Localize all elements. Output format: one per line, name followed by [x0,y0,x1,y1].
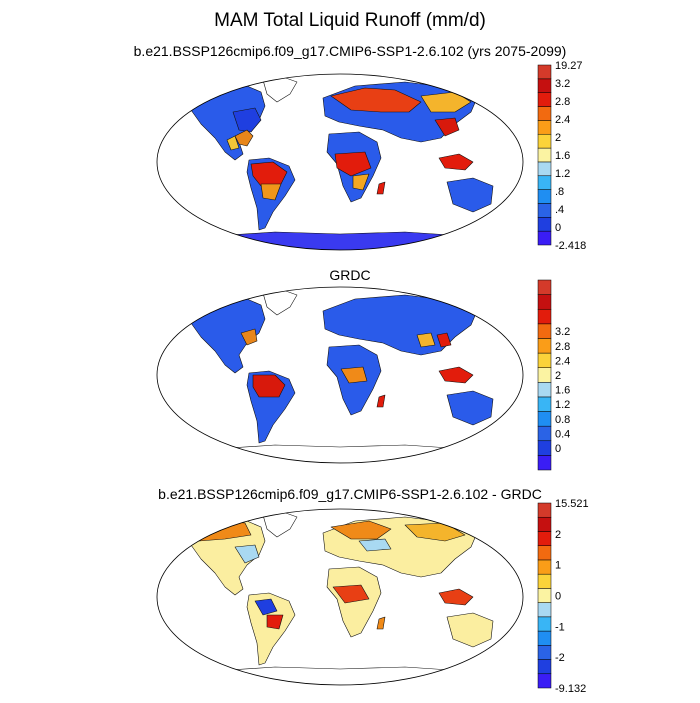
figure-title: MAM Total Liquid Runoff (mm/d) [214,10,486,31]
colorbar-box [537,367,552,383]
colorbar-box [537,573,552,589]
colorbar-tick-label: 1.2 [555,168,570,180]
colorbar-grdc: 0 0.4 0.8 1.2 1.6 2 2.4 2.8 3.2 [537,279,570,471]
colorbar-tick-label: 3.2 [555,326,570,338]
panel-title-model: b.e21.BSSP126cmip6.f09_g17.CMIP6-SSP1-2.… [133,43,567,59]
colorbar-box [537,78,552,93]
colorbar-box [537,396,552,412]
colorbar-box [537,203,552,218]
colorbar-box [537,92,552,107]
colorbar-box [537,411,552,427]
colorbar-box [537,308,552,325]
colorbar-box [537,516,552,532]
colorbar-box [537,616,552,632]
colorbar-box [537,147,552,163]
colorbar-box [537,602,552,618]
colorbar-tick-label: 15.521 [555,498,589,510]
colorbar-tick-label: 3.2 [555,78,570,90]
colorbar-box [537,502,552,518]
colorbar-tick-label: 0 [555,591,561,603]
panel-title-difference: b.e21.BSSP126cmip6.f09_g17.CMIP6-SSP1-2.… [158,486,542,502]
colorbar-box [537,440,552,456]
colorbar-tick-label: -1 [555,621,565,633]
colorbar-box [537,279,552,295]
colorbar-tick-label: 0 [555,222,561,234]
colorbar-box [537,294,552,310]
colorbar-tick-label: 19.27 [555,60,583,72]
colorbar-tick-label: 1 [555,560,561,572]
colorbar-box [537,106,552,121]
colorbar-box [537,64,552,80]
colorbar-box [537,338,552,354]
colorbar-box [537,323,552,339]
colorbar-box [537,120,552,135]
colorbar-box [537,588,552,603]
colorbar-box [537,645,552,660]
colorbar-tick-label: 1.6 [555,150,570,162]
colorbar-tick-label: -2 [555,652,565,664]
colorbar-box [537,230,552,246]
colorbar-tick-label: .8 [555,186,564,198]
panel-title-grdc: GRDC [329,267,371,283]
colorbar-tick-label: -2.418 [555,240,586,252]
colorbar-box [537,425,552,442]
colorbar-box [537,545,552,561]
colorbar-difference: -9.132 -2 -1 0 1 2 15.521 [537,498,589,695]
colorbar-box [537,673,552,689]
colorbar-tick-label: .4 [555,204,564,216]
colorbar-tick-label: 2 [555,132,561,144]
colorbar-box [537,382,552,398]
colorbar-box [537,455,552,471]
colorbar-box [537,352,552,368]
colorbar-box [537,217,552,232]
map-grdc-runoff [156,286,524,464]
map-model-runoff [156,73,524,251]
colorbar-tick-label: 1.2 [555,399,570,411]
colorbar-box [537,630,552,646]
colorbar-tick-label: 2.4 [555,114,570,126]
colorbar-box [537,659,552,675]
colorbar-box [537,531,552,546]
colorbar-box [537,133,552,149]
colorbar-tick-label: 2 [555,370,561,382]
colorbar-box [537,189,552,204]
colorbar-box [537,559,552,575]
colorbar-box [537,175,552,190]
colorbar-tick-label: 0.4 [555,428,570,440]
colorbar-box [537,161,552,177]
map-difference [156,508,524,686]
colorbar-tick-label: 2.8 [555,341,570,353]
colorbar-tick-label: 0.8 [555,414,570,426]
colorbar-tick-label: -9.132 [555,683,586,695]
colorbar-tick-label: 2.4 [555,355,570,367]
colorbar-tick-label: 2 [555,529,561,541]
colorbar-tick-label: 1.6 [555,385,570,397]
colorbar-tick-label: 2.8 [555,96,570,108]
colorbar-model: -2.418 0 .4 .8 1.2 1.6 2 2.4 2.8 3.2 19.27 [537,60,586,252]
colorbar-tick-label: 0 [555,443,561,455]
